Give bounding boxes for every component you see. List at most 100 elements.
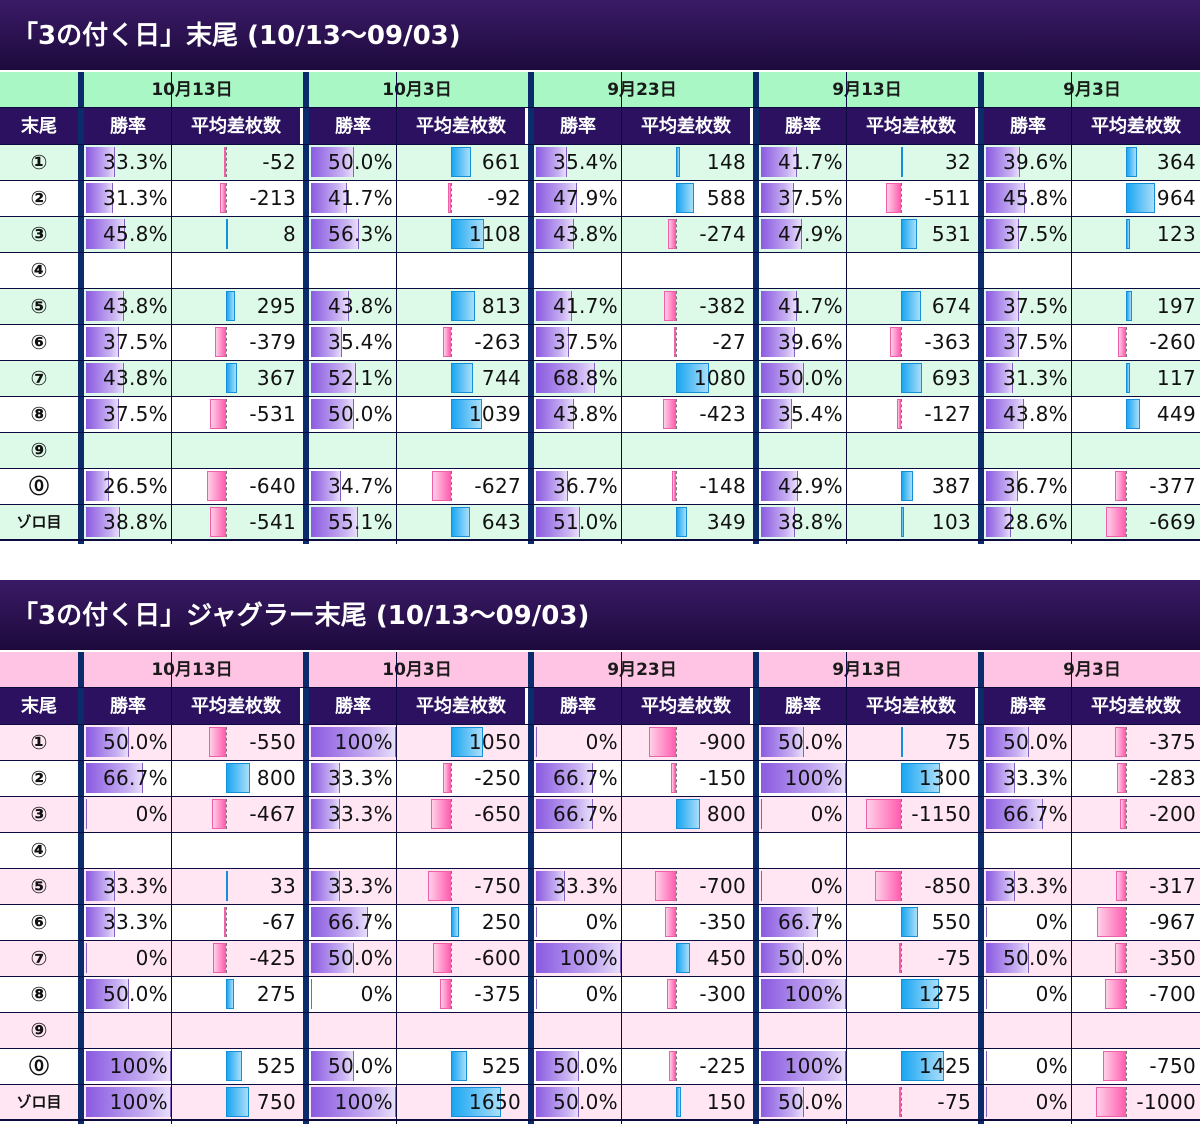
avg-diff-value: -250 [474, 766, 521, 790]
win-rate-bar [311, 763, 340, 793]
avg-diff-value: 1050 [468, 730, 521, 754]
column-header-avg-diff: 平均差枚数 [847, 688, 975, 724]
avg-diff-bar [866, 799, 901, 829]
win-rate-value: 36.7% [1002, 474, 1068, 498]
zero-axis [226, 907, 227, 937]
win-rate-cell: 37.5% [759, 180, 847, 216]
date-header: 9月13日 [759, 72, 975, 107]
win-rate-value: 43.8% [552, 222, 618, 246]
avg-diff-bar [1115, 943, 1126, 973]
win-rate-value: 50.0% [327, 1054, 393, 1078]
avg-diff-bar [676, 943, 690, 973]
win-rate-cell: 34.7% [309, 468, 397, 504]
zero-axis [901, 799, 902, 829]
avg-diff-cell: 349 [622, 504, 750, 540]
win-rate-value: 36.7% [552, 474, 618, 498]
avg-diff-bar [671, 763, 676, 793]
avg-diff-bar [901, 763, 941, 793]
win-rate-bar [86, 943, 87, 973]
win-rate-value: 50.0% [552, 1090, 618, 1114]
column-header-avg-diff: 平均差枚数 [397, 108, 525, 144]
avg-diff-cell: -900 [622, 724, 750, 760]
win-rate-cell [84, 1012, 172, 1048]
win-rate-cell: 0% [309, 976, 397, 1012]
avg-diff-cell: 275 [172, 976, 300, 1012]
win-rate-cell: 33.3% [84, 144, 172, 180]
avg-diff-value: 103 [931, 510, 971, 534]
avg-diff-bar [676, 507, 687, 537]
avg-diff-value: -700 [1149, 982, 1196, 1006]
avg-diff-value: -350 [1149, 946, 1196, 970]
avg-diff-value: 33 [269, 874, 296, 898]
avg-diff-cell: -127 [847, 396, 975, 432]
avg-diff-value: 964 [1156, 186, 1196, 210]
avg-diff-bar [676, 183, 694, 213]
tail-label: ゾロ目 [16, 513, 62, 531]
win-rate-value: 0% [810, 802, 843, 826]
win-rate-bar [86, 327, 119, 357]
win-rate-cell: 50.0% [84, 724, 172, 760]
grid-line [0, 1119, 1200, 1121]
avg-diff-bar [654, 871, 676, 901]
avg-diff-cell: 150 [622, 1084, 750, 1120]
avg-diff-bar [1126, 399, 1140, 429]
avg-diff-cell: 1300 [847, 760, 975, 796]
table-row [0, 904, 1200, 940]
avg-diff-cell: -423 [622, 396, 750, 432]
win-rate-value: 50.0% [552, 1054, 618, 1078]
tail-label: ⑤ [30, 874, 48, 898]
win-rate-value: 37.5% [777, 186, 843, 210]
avg-diff-cell: -600 [397, 940, 525, 976]
win-rate-value: 66.7% [552, 766, 618, 790]
win-rate-bar [536, 507, 580, 537]
win-rate-bar [311, 907, 369, 937]
avg-diff-value: 661 [481, 150, 521, 174]
win-rate-bar [86, 399, 119, 429]
grid-line [0, 1012, 1200, 1013]
grid-line [0, 904, 1200, 905]
grid-line [0, 940, 1200, 941]
win-rate-cell: 0% [84, 940, 172, 976]
tail-label: ③ [30, 222, 48, 246]
zero-axis [226, 727, 227, 757]
avg-diff-value: -382 [699, 294, 746, 318]
win-rate-value: 0% [1035, 1090, 1068, 1114]
grid-line [0, 144, 1200, 145]
avg-diff-bar [898, 1087, 901, 1117]
win-rate-value: 66.7% [1002, 802, 1068, 826]
win-rate-cell: 55.1% [309, 504, 397, 540]
avg-diff-bar [1116, 871, 1126, 901]
avg-diff-cell: 800 [172, 760, 300, 796]
win-rate-cell: 0% [759, 868, 847, 904]
win-rate-value: 50.0% [777, 1090, 843, 1114]
avg-diff-value: 295 [256, 294, 296, 318]
avg-diff-bar [890, 327, 901, 357]
avg-diff-cell: -317 [1072, 868, 1200, 904]
zero-axis [676, 763, 677, 793]
win-rate-cell: 0% [984, 1048, 1072, 1084]
column-separator [528, 652, 534, 1124]
avg-diff-value: 525 [481, 1054, 521, 1078]
win-rate-cell [984, 832, 1072, 868]
avg-diff-cell [847, 832, 975, 868]
avg-diff-bar [226, 219, 228, 249]
grid-line [0, 360, 1200, 361]
avg-diff-cell: 800 [622, 796, 750, 832]
column-header-avg-diff: 平均差枚数 [397, 688, 525, 724]
avg-diff-value: 449 [1156, 402, 1196, 426]
avg-diff-cell: 525 [397, 1048, 525, 1084]
column-separator [528, 72, 534, 544]
avg-diff-cell: -379 [172, 324, 300, 360]
avg-diff-value: 1425 [918, 1054, 971, 1078]
avg-diff-cell: 449 [1072, 396, 1200, 432]
avg-diff-value: -1150 [911, 802, 971, 826]
zero-axis [1126, 979, 1127, 1009]
avg-diff-cell: 148 [622, 144, 750, 180]
avg-diff-cell: 1050 [397, 724, 525, 760]
grid-line [621, 72, 622, 544]
win-rate-value: 50.0% [327, 946, 393, 970]
avg-diff-bar [1126, 183, 1156, 213]
win-rate-bar [761, 1087, 804, 1117]
tail-label: ⑥ [30, 910, 48, 934]
win-rate-bar [761, 291, 798, 321]
